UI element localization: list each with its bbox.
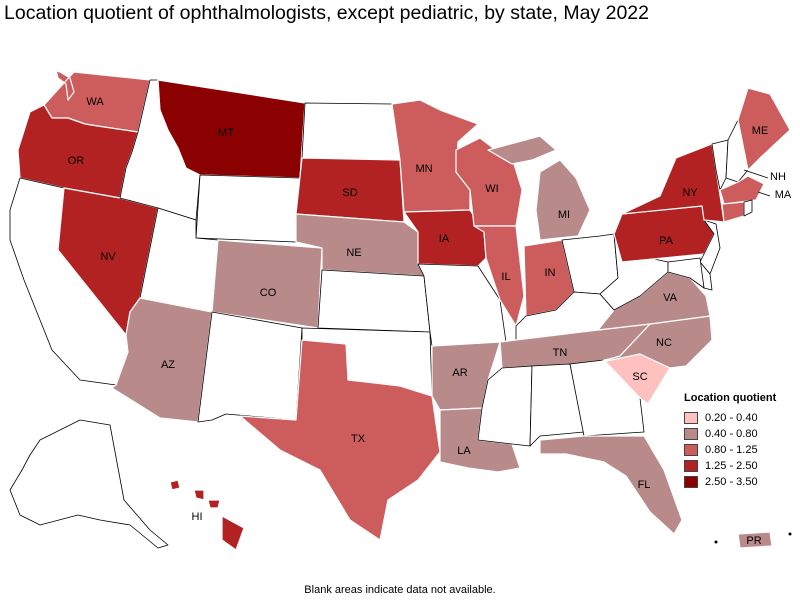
leader-line-NH [743,169,769,179]
legend-label: 1.25 - 2.50 [705,460,758,472]
state-NH[interactable] [725,119,749,183]
state-FL[interactable] [539,435,683,535]
label-IL: IL [501,271,510,283]
legend-label: 0.20 - 0.40 [705,412,758,424]
state-PR[interactable] [737,531,773,549]
state-IL[interactable] [473,225,525,327]
label-HI: HI [192,511,203,523]
legend-label: 2.50 - 3.50 [705,476,758,488]
state-MA[interactable] [719,175,765,205]
state-PA[interactable] [613,205,715,263]
legend-swatch [684,444,698,456]
state-ND[interactable] [301,102,401,161]
state-AK[interactable] [9,419,169,549]
legend: Location quotient 0.20 - 0.40 0.40 - 0.8… [684,392,796,490]
state-KS[interactable] [317,269,431,333]
label-MN: MN [415,163,432,175]
state-ME[interactable] [737,87,791,171]
label-OR: OR [68,155,85,167]
label-VA: VA [663,292,678,304]
label-AR: AR [452,367,467,379]
legend-item: 0.80 - 1.25 [684,442,796,458]
legend-item: 0.40 - 0.80 [684,426,796,442]
label-IN: IN [545,267,556,279]
label-PR: PR [746,535,761,547]
label-CO: CO [260,287,277,299]
label-TX: TX [351,433,366,445]
state-NC[interactable] [591,315,713,369]
label-WI: WI [485,183,498,195]
state-GA[interactable] [569,359,645,437]
label-SC: SC [632,371,647,383]
label-ME: ME [752,125,769,137]
legend-swatch [684,476,698,488]
state-MD[interactable] [667,257,705,289]
legend-item: 2.50 - 3.50 [684,474,796,490]
legend-swatch [684,428,698,440]
legend-label: 0.80 - 1.25 [705,444,758,456]
label-NY: NY [682,187,698,199]
label-LA: LA [457,445,471,457]
state-AL[interactable] [529,363,585,447]
label-NC: NC [656,337,672,349]
state-TX[interactable] [239,339,441,541]
state-MI[interactable] [487,135,591,241]
legend-swatch [684,412,698,424]
label-MI: MI [558,209,570,221]
label-PA: PA [659,235,674,247]
state-NM[interactable] [197,311,303,423]
label-WA: WA [86,96,104,108]
legend-swatch [684,460,698,472]
label-NH: NH [770,171,786,183]
footnote: Blank areas indicate data not available. [304,584,496,596]
state-CT[interactable] [721,201,745,223]
label-NV: NV [100,251,116,263]
state-VT[interactable] [711,139,729,191]
pr-island-dot [714,540,718,544]
label-NE: NE [346,247,361,259]
pr-island-dot [788,532,792,536]
leader-line-MA [757,191,771,197]
map-title: Location quotient of ophthalmologists, e… [4,2,649,24]
state-HI[interactable] [169,479,245,551]
label-AZ: AZ [161,359,175,371]
label-SD: SD [342,187,357,199]
legend-item: 0.20 - 0.40 [684,410,796,426]
label-TN: TN [553,347,568,359]
label-MA: MA [775,189,792,201]
legend-label: 0.40 - 0.80 [705,428,758,440]
legend-item: 1.25 - 2.50 [684,458,796,474]
state-RI[interactable] [743,199,753,217]
label-MT: MT [218,127,234,139]
label-FL: FL [638,479,651,491]
legend-title: Location quotient [684,392,777,404]
label-IA: IA [439,233,450,245]
state-WY[interactable] [195,174,301,243]
